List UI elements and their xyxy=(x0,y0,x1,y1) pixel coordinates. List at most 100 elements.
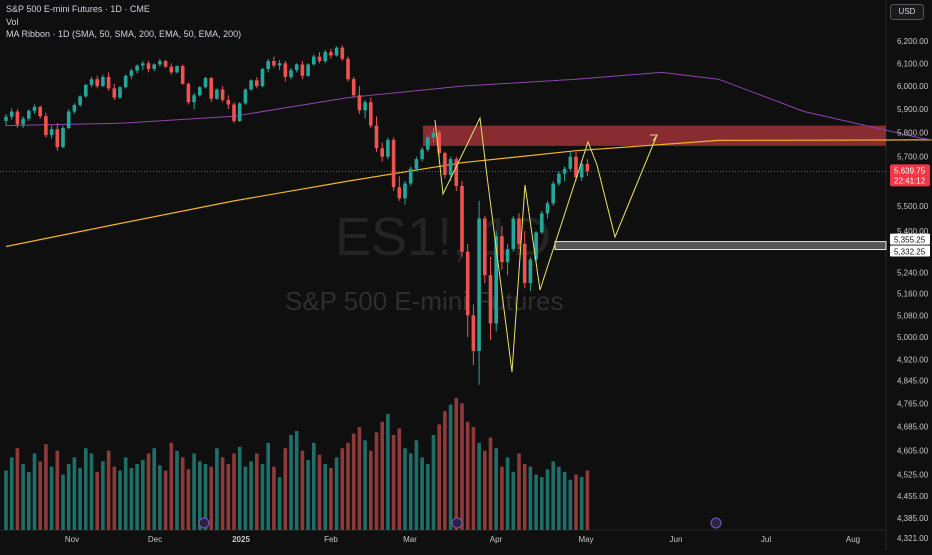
candle-body xyxy=(448,159,453,175)
volume-bar xyxy=(397,428,402,530)
candle-body xyxy=(426,137,430,150)
candle-body xyxy=(483,218,487,276)
price-tick-label: 5,160.00 xyxy=(897,290,929,299)
candle-body xyxy=(266,61,270,69)
volume-bar xyxy=(522,464,527,530)
candle-body xyxy=(243,89,248,104)
candle-body xyxy=(135,65,139,71)
candle-body xyxy=(494,236,498,324)
price-tick-label: 5,240.00 xyxy=(897,269,929,278)
volume-bar xyxy=(169,442,174,530)
candle-body xyxy=(363,102,367,111)
candle-body xyxy=(522,243,527,284)
price-tick-label: 6,200.00 xyxy=(897,37,929,46)
price-tick-label: 4,455.00 xyxy=(897,492,929,501)
volume-bar xyxy=(146,453,151,530)
volume-bar xyxy=(84,448,88,530)
candle-body xyxy=(557,173,561,184)
volume-bar xyxy=(38,461,42,530)
resistance-zone xyxy=(423,125,886,146)
candle-body xyxy=(300,64,305,76)
volume-bar xyxy=(72,457,77,530)
support-price-label: 5,355.25 xyxy=(894,236,926,245)
volume-bar xyxy=(494,448,498,530)
volume-bar xyxy=(420,457,424,530)
candle-body xyxy=(112,88,117,98)
volume-bar xyxy=(192,453,196,530)
volume-bar xyxy=(27,471,31,530)
candle-body xyxy=(175,66,179,73)
projection-path xyxy=(434,116,658,373)
volume-bar xyxy=(78,467,82,530)
volume-bar xyxy=(249,461,253,530)
support-price-badge xyxy=(890,245,930,257)
volume-bar xyxy=(232,453,236,530)
volume-bar xyxy=(483,450,487,530)
time-tick-label: 2025 xyxy=(232,535,250,544)
candle-body xyxy=(460,185,464,252)
price-tick-label: 4,385.00 xyxy=(897,514,929,523)
price-tick-label: 4,920.00 xyxy=(897,355,929,364)
candle-body xyxy=(585,163,590,172)
volume-bar xyxy=(369,450,373,530)
volume-bar xyxy=(243,466,248,530)
event-marker-icon xyxy=(710,517,722,529)
currency-button[interactable]: USD xyxy=(890,4,924,20)
candle-body xyxy=(511,218,516,250)
volume-bar xyxy=(66,464,71,530)
event-marker-icon xyxy=(451,517,463,529)
volume-bar xyxy=(454,398,459,530)
candle-body xyxy=(579,163,584,178)
candle-body xyxy=(101,76,105,87)
volume-bar xyxy=(329,467,333,530)
candle-body xyxy=(334,47,339,56)
support-price-badge xyxy=(890,233,930,245)
volume-bar xyxy=(101,461,105,530)
candle-body xyxy=(186,83,191,103)
candle-body xyxy=(272,61,276,66)
candle-body xyxy=(420,149,424,160)
volume-bar xyxy=(158,465,162,530)
candle-body xyxy=(414,159,419,169)
volume-bar xyxy=(391,434,396,530)
candle-body xyxy=(180,66,185,84)
volume-bar xyxy=(260,464,265,530)
volume-bar xyxy=(220,457,225,530)
price-tick-label: 4,845.00 xyxy=(897,376,929,385)
countdown-label: 22:41:12 xyxy=(894,176,926,185)
volume-bar xyxy=(545,469,550,530)
candle-body xyxy=(312,56,316,65)
candle-body xyxy=(220,89,225,100)
candle-body xyxy=(323,52,327,62)
volume-bar xyxy=(380,421,384,530)
candle-body xyxy=(294,64,299,71)
volume-bar xyxy=(180,457,185,530)
volume-bar xyxy=(363,440,367,530)
candle-body xyxy=(55,129,60,148)
volume-bar xyxy=(49,466,54,530)
volume-bar xyxy=(562,471,567,530)
candle-body xyxy=(283,63,288,77)
candle-body xyxy=(488,275,493,324)
volume-bar xyxy=(312,442,316,530)
projection-arrowhead xyxy=(650,134,658,142)
volume-bar xyxy=(517,453,521,530)
chart-title: S&P 500 E-mini Futures · 1D · CME xyxy=(6,4,150,14)
price-tick-label: 5,800.00 xyxy=(897,129,929,138)
volume-bar xyxy=(317,454,322,530)
volume-bar xyxy=(226,464,231,530)
volume-bar xyxy=(209,466,213,530)
volume-bar xyxy=(289,434,293,530)
volume-bar xyxy=(21,464,25,530)
candle-body xyxy=(232,104,236,121)
volume-bar xyxy=(32,453,37,530)
volume-bar xyxy=(511,471,516,530)
volume-bar xyxy=(215,448,219,530)
volume-bar xyxy=(152,448,156,530)
volume-bar xyxy=(283,448,288,530)
volume-bar xyxy=(471,427,476,530)
candle-body xyxy=(437,132,441,154)
volume-bar xyxy=(557,466,561,530)
